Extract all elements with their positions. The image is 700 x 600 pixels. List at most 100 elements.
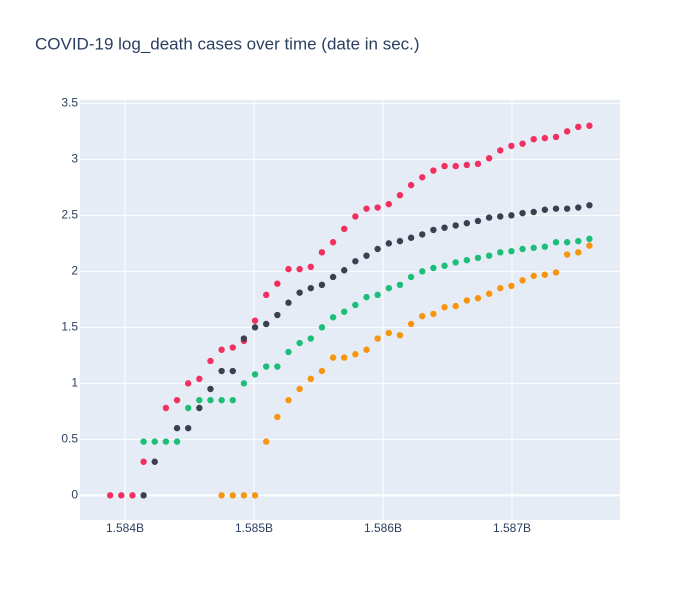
- data-point: [374, 245, 381, 253]
- data-point: [419, 174, 426, 181]
- data-point: [229, 367, 236, 375]
- data-point: [407, 234, 415, 241]
- data-point: [441, 262, 448, 269]
- data-point: [207, 396, 214, 404]
- data-point: [162, 438, 170, 445]
- data-point: [575, 204, 582, 211]
- data-point: [229, 492, 236, 499]
- data-point: [162, 404, 170, 412]
- data-point: [352, 258, 359, 265]
- data-point: [396, 281, 404, 288]
- data-point: [430, 226, 437, 234]
- data-point: [274, 311, 281, 319]
- data-point: [463, 220, 471, 227]
- data-point: [586, 235, 593, 243]
- data-point: [463, 256, 471, 264]
- data-point: [419, 312, 426, 320]
- data-point: [441, 304, 448, 311]
- data-point: [263, 320, 270, 328]
- data-point: [140, 438, 147, 445]
- data-point: [563, 251, 571, 258]
- data-point: [307, 335, 314, 342]
- data-point: [485, 290, 493, 297]
- data-point: [329, 354, 337, 361]
- data-point: [318, 324, 326, 331]
- data-point: [285, 299, 292, 306]
- data-point: [497, 284, 504, 292]
- data-point: [385, 240, 393, 247]
- data-point: [329, 273, 337, 281]
- data-point: [385, 284, 393, 292]
- data-point: [363, 252, 370, 259]
- data-point: [374, 335, 381, 342]
- data-point: [530, 272, 537, 280]
- data-point: [407, 320, 415, 328]
- data-point: [218, 492, 225, 499]
- data-point: [474, 217, 482, 225]
- data-point: [285, 396, 292, 404]
- data-point: [274, 413, 281, 421]
- data-point: [352, 301, 359, 309]
- data-point: [586, 242, 593, 249]
- data-point: [452, 259, 459, 266]
- data-point: [352, 213, 359, 220]
- data-point: [485, 155, 493, 162]
- data-point: [296, 385, 303, 393]
- data-point: [508, 248, 515, 255]
- data-point: [441, 224, 448, 231]
- data-point: [263, 291, 270, 299]
- data-point: [329, 239, 337, 246]
- y-tick-label: 1: [71, 376, 78, 390]
- data-point: [285, 265, 292, 273]
- data-point: [184, 380, 192, 387]
- data-point: [229, 344, 236, 351]
- data-point: [374, 204, 381, 211]
- data-point: [341, 267, 348, 274]
- data-point: [207, 385, 214, 393]
- data-point: [530, 244, 537, 252]
- data-point: [575, 123, 582, 131]
- data-point: [140, 458, 147, 465]
- x-tick-label: 1.584B: [106, 521, 144, 535]
- data-point: [396, 237, 404, 245]
- data-point: [552, 269, 560, 276]
- data-point: [463, 297, 471, 304]
- data-point: [541, 243, 549, 250]
- data-point: [173, 424, 181, 432]
- data-point: [218, 367, 225, 375]
- data-point: [385, 329, 393, 337]
- data-point: [430, 167, 437, 174]
- data-point: [352, 351, 359, 358]
- data-point: [151, 438, 158, 445]
- data-point: [341, 308, 348, 315]
- data-point: [530, 136, 537, 143]
- data-point: [251, 324, 259, 331]
- data-point: [563, 239, 571, 246]
- data-point: [407, 181, 415, 189]
- data-point: [251, 492, 259, 499]
- data-point: [497, 213, 504, 220]
- data-point: [263, 363, 270, 370]
- data-point: [251, 371, 259, 378]
- data-point: [229, 396, 236, 404]
- data-point: [586, 122, 593, 129]
- y-tick-label: 0: [71, 488, 78, 502]
- data-point: [452, 222, 459, 229]
- data-point: [240, 335, 248, 342]
- data-point: [385, 200, 393, 208]
- data-point: [508, 142, 515, 150]
- data-point: [363, 346, 370, 353]
- data-point: [374, 291, 381, 299]
- data-point: [251, 317, 259, 324]
- y-tick-label: 1.5: [61, 320, 78, 334]
- data-point: [541, 134, 549, 142]
- data-point: [497, 249, 504, 256]
- data-point: [263, 438, 270, 445]
- x-tick-label: 1.587B: [493, 521, 531, 535]
- data-point: [341, 354, 348, 361]
- data-point: [196, 396, 203, 404]
- data-point: [318, 281, 326, 288]
- data-point: [474, 254, 482, 262]
- data-point: [307, 375, 314, 383]
